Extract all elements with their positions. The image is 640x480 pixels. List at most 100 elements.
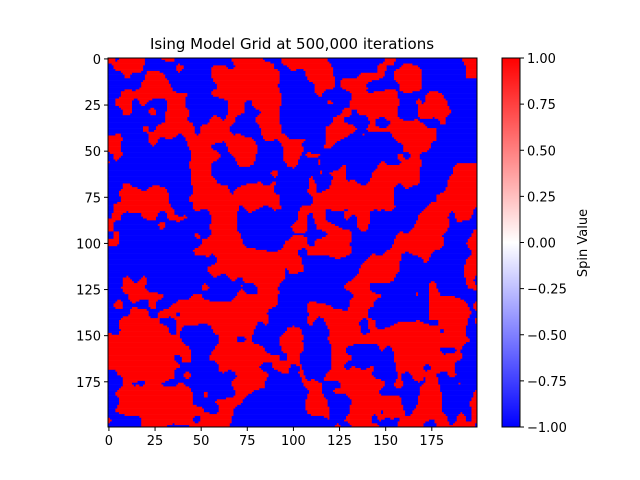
heatmap-cell-run [242,240,286,243]
heatmap-cell-run [351,231,400,234]
heatmap-cell-run [434,281,467,284]
heatmap-cell-run [117,390,192,393]
heatmap-cell-run [200,419,232,422]
heatmap-cell-run [401,259,424,262]
heatmap-cell-run [216,259,303,262]
heatmap-cell-run [117,371,175,374]
heatmap-cell-run [464,414,472,417]
heatmap-cell-run [139,100,149,103]
heatmap-cell-run [373,301,430,304]
heatmap-cell-run [185,98,225,101]
heatmap-cell-run [307,412,330,415]
heatmap-cell-run [351,111,358,114]
heatmap-cell-run [314,218,327,221]
heatmap-cell-run [108,419,112,422]
heatmap-cell-run [155,307,170,310]
heatmap-cell-run [299,353,332,356]
heatmap-cell-run [187,118,210,122]
heatmap-cell-run [312,321,326,324]
heatmap-cell-run [454,216,472,219]
heatmap-cell-run [331,364,345,367]
heatmap-cell-run [349,404,404,408]
heatmap-cell-run [203,391,208,395]
heatmap-cell-run [178,63,181,66]
heatmap-cell-run [148,290,240,293]
heatmap-cell-run [108,251,196,254]
heatmap-cell-run [401,399,419,402]
heatmap-cell-run [155,111,166,114]
heatmap-cell-run [272,170,279,173]
heatmap-cell-run [213,65,227,68]
heatmap-cell-run [318,161,321,164]
heatmap-cell-run [397,91,404,94]
heatmap-cell-run [416,100,422,103]
heatmap-cell-run [471,419,478,422]
heatmap-cell-run [471,312,478,315]
heatmap-cell-run [211,222,238,225]
heatmap-cell-run [419,98,426,101]
heatmap-cell-run [157,299,179,302]
heatmap-cell-run [412,412,445,415]
heatmap-cell-run [473,229,478,232]
heatmap-cell-run [312,81,336,85]
heatmap-cell-run [211,218,238,221]
heatmap-cell-run [220,183,247,186]
heatmap-cell-run [229,128,262,131]
heatmap-cell-run [251,340,280,343]
heatmap-cell-run [421,72,467,75]
heatmap-cell-run [167,107,188,110]
heatmap-cell-run [384,380,397,384]
heatmap-cell-run [471,251,478,254]
heatmap-cell-run [419,181,448,184]
heatmap-cell-run [342,111,352,114]
heatmap-cell-run [108,391,116,395]
heatmap-cell-run [403,144,432,147]
heatmap-cell-run [408,152,422,155]
heatmap-cell-run [309,80,336,83]
heatmap-cell-run [120,94,188,98]
heatmap-cell-run [399,102,417,105]
heatmap-cell-run [165,225,210,229]
heatmap-cell-run [333,74,360,77]
heatmap-cell-run [108,310,131,313]
heatmap-cell-run [471,249,478,253]
heatmap-cell-run [329,412,350,415]
heatmap-cell-run [108,375,122,378]
heatmap-cell-run [264,382,304,385]
heatmap-cell-run [351,236,397,240]
heatmap-cell-run [176,67,184,70]
heatmap-cell-run [325,373,373,376]
heatmap-cell-run [322,390,334,393]
heatmap-cell-run [381,349,384,352]
heatmap-cell-run [253,105,280,109]
heatmap-cell-run [427,369,456,372]
heatmap-cell-run [454,366,478,369]
heatmap-cell-run [157,212,168,216]
heatmap-cell-run [239,165,251,168]
heatmap-cell-run [347,395,400,398]
heatmap-cell-run [192,185,229,188]
heatmap-cell-run [108,238,120,241]
heatmap-cell-run [349,115,367,118]
heatmap-cell-run [274,209,277,212]
heatmap-cell-run [165,222,212,225]
heatmap-cell-run [235,373,269,376]
heatmap-cell-run [419,172,454,175]
heatmap-cell-run [465,259,478,262]
heatmap-cell-run [211,214,238,217]
heatmap-cell-run [124,74,131,77]
heatmap-cell-run [240,185,275,188]
heatmap-cell-run [307,190,317,193]
heatmap-cell-run [467,336,478,339]
heatmap-cell-run [357,111,398,114]
heatmap-cell-run [473,391,478,395]
heatmap-cell-run [393,203,430,206]
heatmap-cell-run [165,137,173,140]
heatmap-cell-run [122,153,192,157]
heatmap-cell-run [325,137,345,140]
heatmap-cell-run [111,63,146,66]
heatmap-cell-run [237,216,299,219]
heatmap-cell-run [174,211,210,214]
heatmap-cell-run [373,369,397,372]
heatmap-cell-run [285,270,290,273]
